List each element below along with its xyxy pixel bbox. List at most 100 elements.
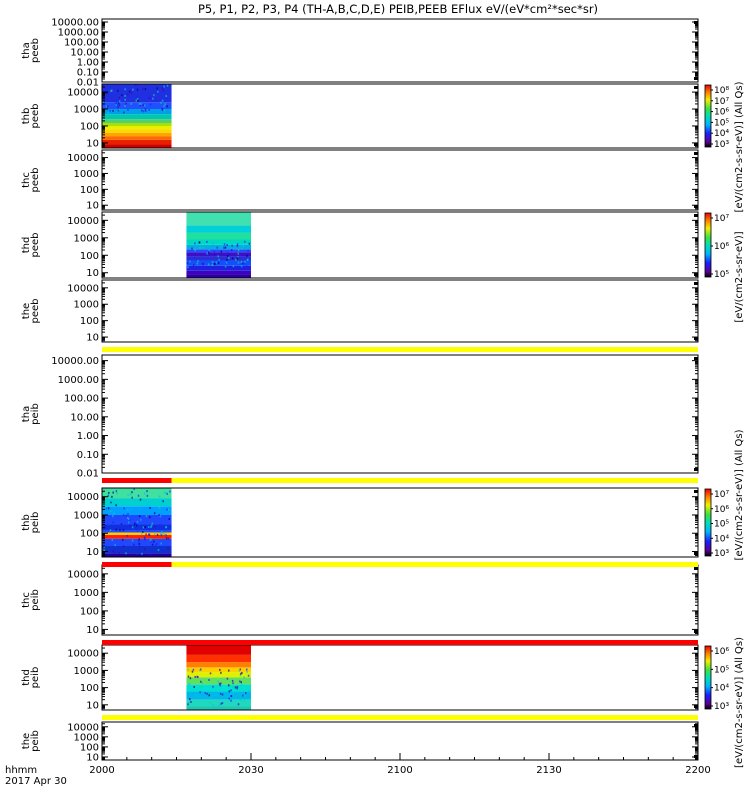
- y-tick-label: 10000.00: [51, 356, 99, 367]
- speckle: [162, 498, 164, 501]
- y-tick-label: 1000: [74, 732, 99, 743]
- speckle: [118, 96, 120, 99]
- y-axis-label: thepeeb: [21, 299, 41, 324]
- speckle: [223, 243, 226, 246]
- speckle: [245, 668, 248, 671]
- speckle: [166, 84, 169, 87]
- edge-mark: [694, 21, 698, 24]
- speckle: [154, 525, 156, 528]
- colorbar-scale: [704, 84, 712, 148]
- spectrogram-band: [186, 654, 251, 663]
- speckle: [158, 506, 161, 509]
- speckle: [187, 668, 189, 671]
- speckle: [161, 87, 163, 90]
- edge-mark: [694, 86, 698, 89]
- speckle: [158, 513, 160, 516]
- x-axis-label-date: 2017 Apr 30: [5, 776, 67, 787]
- speckle: [237, 249, 240, 252]
- y-axis-label-line: thb: [21, 108, 32, 125]
- speckle: [127, 108, 129, 111]
- speckle: [211, 261, 214, 264]
- speckle: [242, 694, 244, 697]
- speckle: [161, 108, 164, 111]
- speckle: [162, 532, 164, 535]
- speckle: [243, 242, 245, 245]
- speckle: [103, 549, 105, 552]
- speckle: [150, 95, 153, 98]
- data-block: [102, 488, 172, 557]
- speckle: [241, 262, 244, 265]
- speckle: [223, 246, 225, 249]
- panel-the-peeb: 10000 1000 100 10 thepeeb: [21, 279, 699, 344]
- speckle: [115, 104, 118, 107]
- speckle: [115, 504, 117, 507]
- speckle: [144, 538, 146, 541]
- speckle: [107, 105, 109, 108]
- speckle: [130, 102, 133, 105]
- speckle: [159, 532, 162, 535]
- speckle: [160, 101, 162, 104]
- y-tick-label: 1000: [74, 300, 99, 311]
- y-tick-label: 0.01: [77, 78, 99, 89]
- speckle: [239, 674, 242, 677]
- speckle: [199, 691, 201, 694]
- y-tick-label: 100: [80, 606, 99, 617]
- panel-thb-peib: 10000 1000 100 10 thbpeib: [21, 487, 699, 558]
- speckle: [122, 529, 125, 532]
- speckle: [107, 111, 109, 114]
- speckle: [161, 531, 163, 534]
- speckle: [238, 669, 241, 672]
- speckle: [114, 552, 117, 555]
- speckle: [131, 491, 133, 494]
- speckle: [127, 521, 130, 524]
- speckle: [126, 509, 129, 512]
- colorbar-tick-label: 10⁵: [714, 520, 729, 530]
- spectrogram-band: [102, 122, 172, 126]
- speckle: [145, 109, 147, 112]
- speckle: [138, 515, 141, 518]
- speckle: [151, 543, 154, 546]
- speckle: [142, 110, 145, 113]
- spectrogram-band: [102, 139, 172, 145]
- speckle: [165, 95, 167, 98]
- edge-mark: [694, 705, 698, 708]
- speckle: [111, 89, 113, 92]
- y-axis-label-line: tha: [21, 42, 32, 58]
- spectrogram-band: [102, 136, 172, 140]
- speckle: [217, 261, 220, 264]
- colorbar-unit-label: [eV/(cm2-s-sr-eV)] (All Qs): [734, 429, 745, 560]
- speckle: [118, 552, 120, 555]
- edge-mark: [694, 567, 698, 570]
- speckle: [167, 508, 170, 511]
- spectrogram-band: [102, 144, 172, 148]
- speckle: [146, 504, 148, 507]
- speckle: [191, 247, 193, 250]
- speckle: [156, 533, 159, 536]
- x-tick-label: 2100: [387, 765, 412, 776]
- y-axis-label-line: peib: [30, 667, 41, 689]
- speckle: [228, 690, 231, 693]
- colorbar-thd-peeb: 10⁷ 10⁶ 10⁵: [704, 212, 729, 280]
- spectrogram-band: [102, 119, 172, 123]
- speckle: [239, 680, 241, 683]
- spectrogram-band: [186, 252, 251, 257]
- speckle: [149, 103, 152, 106]
- speckle: [230, 689, 232, 692]
- speckle: [206, 252, 208, 255]
- speckle: [102, 525, 105, 528]
- speckle: [206, 240, 208, 243]
- speckle: [201, 681, 204, 684]
- speckle: [135, 84, 137, 87]
- speckle: [137, 99, 139, 102]
- speckle: [109, 510, 112, 513]
- y-tick-label: 10000: [67, 569, 99, 580]
- edge-mark: [694, 490, 698, 493]
- speckle: [129, 518, 131, 521]
- spectrogram-band: [102, 488, 172, 499]
- speckle: [225, 261, 228, 264]
- edge-mark: [694, 77, 698, 80]
- y-tick-label: 1000: [74, 169, 99, 180]
- speckle: [148, 108, 150, 111]
- edge-mark: [694, 724, 698, 727]
